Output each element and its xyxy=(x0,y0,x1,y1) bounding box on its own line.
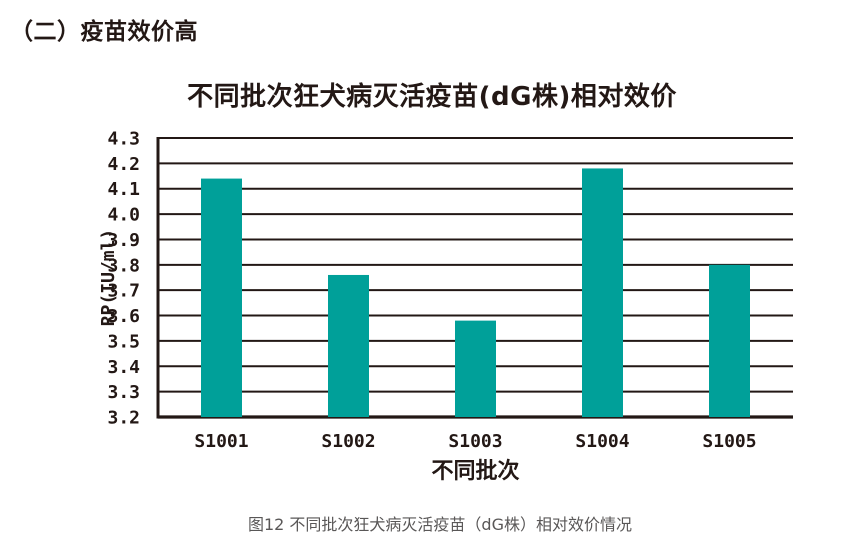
y-tick-label: 3.6 xyxy=(107,306,140,327)
x-axis-title: 不同批次 xyxy=(431,458,519,484)
figure-caption: 图12 不同批次狂犬病灭活疫苗（dG株）相对效价情况 xyxy=(247,515,632,534)
x-tick-label: S1002 xyxy=(321,431,375,452)
bar xyxy=(201,178,242,417)
chart-title: 不同批次狂犬病灭活疫苗(dG株)相对效价 xyxy=(187,82,677,112)
bar xyxy=(709,264,750,417)
bar xyxy=(582,168,623,417)
x-tick-label: S1001 xyxy=(194,431,248,452)
y-tick-label: 4.0 xyxy=(107,205,140,226)
bar-chart: 3.2 3.3 3.4 3.5 3.6 3.7 3.8 3.9 4.0 4.1 4.2 4.3 S100… xyxy=(98,129,793,484)
x-tick-label: S1005 xyxy=(702,431,756,452)
y-tick-label: 3.3 xyxy=(107,382,140,403)
y-tick-label: 3.8 xyxy=(107,255,140,276)
bar xyxy=(328,274,369,417)
y-axis-title: RP(IU/ml) xyxy=(98,229,119,327)
y-tick-label: 3.7 xyxy=(107,281,140,302)
y-tick-label: 3.2 xyxy=(107,408,140,429)
bar xyxy=(455,320,496,417)
y-tick-label: 4.2 xyxy=(107,154,140,175)
section-heading: （二）疫苗效价高 xyxy=(10,19,198,45)
x-tick-label: S1004 xyxy=(575,431,629,452)
y-tick-label: 4.1 xyxy=(107,179,140,200)
y-tick-label: 3.4 xyxy=(107,357,140,378)
y-tick-label: 4.3 xyxy=(107,129,140,150)
y-tick-label: 3.9 xyxy=(107,230,140,251)
x-tick-label: S1003 xyxy=(448,431,502,452)
y-tick-label: 3.5 xyxy=(107,331,140,352)
